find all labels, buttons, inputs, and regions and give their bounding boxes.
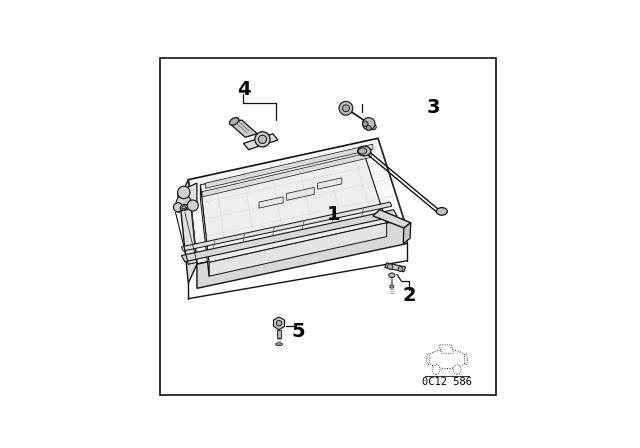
Circle shape [276, 320, 282, 326]
Circle shape [342, 105, 349, 112]
Circle shape [259, 135, 267, 143]
Ellipse shape [427, 353, 429, 365]
Ellipse shape [465, 353, 467, 365]
Circle shape [176, 195, 191, 211]
Polygon shape [385, 263, 406, 272]
Polygon shape [181, 202, 392, 251]
Polygon shape [202, 152, 371, 197]
Circle shape [398, 267, 403, 271]
Ellipse shape [276, 343, 282, 345]
Ellipse shape [427, 349, 467, 369]
Text: 4: 4 [237, 81, 250, 99]
Text: 3: 3 [426, 98, 440, 117]
Polygon shape [230, 120, 257, 137]
Polygon shape [178, 183, 197, 212]
Polygon shape [205, 144, 373, 188]
Polygon shape [373, 210, 411, 228]
Polygon shape [277, 330, 281, 338]
Polygon shape [209, 223, 387, 276]
Polygon shape [287, 187, 314, 200]
Circle shape [177, 186, 190, 198]
Polygon shape [197, 220, 407, 289]
Circle shape [366, 125, 371, 130]
Polygon shape [317, 178, 342, 189]
Ellipse shape [388, 273, 395, 277]
Circle shape [255, 132, 270, 147]
Circle shape [362, 117, 375, 130]
Polygon shape [273, 317, 285, 330]
Polygon shape [439, 345, 454, 353]
Text: 2: 2 [403, 286, 416, 305]
Polygon shape [181, 210, 397, 262]
Polygon shape [180, 180, 197, 283]
Circle shape [188, 200, 198, 211]
Circle shape [339, 101, 353, 115]
Ellipse shape [390, 285, 394, 288]
Polygon shape [243, 134, 278, 150]
Text: 1: 1 [326, 205, 340, 224]
Ellipse shape [182, 206, 186, 209]
Text: 5: 5 [292, 322, 305, 341]
Ellipse shape [180, 204, 188, 210]
Circle shape [362, 121, 368, 126]
Polygon shape [259, 197, 283, 208]
Polygon shape [188, 138, 404, 264]
Ellipse shape [432, 365, 440, 374]
Circle shape [173, 203, 182, 212]
Polygon shape [403, 223, 411, 244]
Polygon shape [200, 185, 209, 276]
Ellipse shape [229, 118, 239, 125]
Ellipse shape [358, 148, 367, 154]
Circle shape [387, 264, 393, 269]
Polygon shape [200, 149, 387, 263]
Text: 0C12 586: 0C12 586 [422, 377, 472, 387]
Ellipse shape [453, 365, 461, 374]
Ellipse shape [358, 146, 371, 156]
Ellipse shape [368, 123, 376, 129]
Ellipse shape [436, 207, 447, 215]
